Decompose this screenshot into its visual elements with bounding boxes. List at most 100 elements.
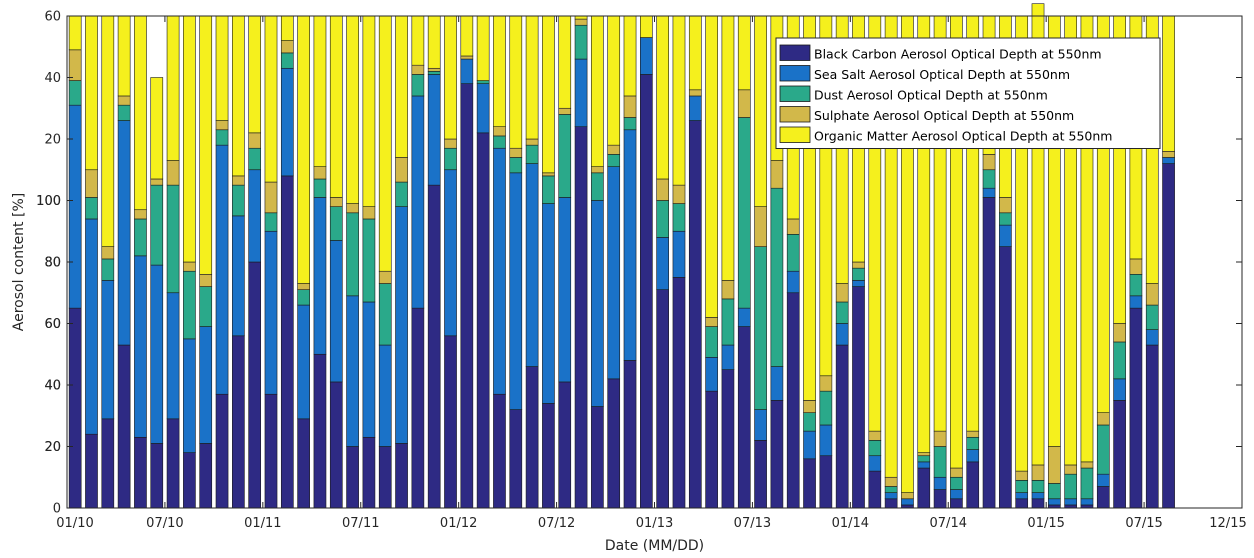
bar-segment-s3-34: [623, 95, 637, 118]
x-tick-label: 01/13: [636, 516, 673, 531]
bar-segment-s3-2: [101, 246, 115, 260]
bar-segment-s4-1: [85, 15, 98, 171]
bar-segment-s1-3: [117, 120, 131, 346]
bar-segment-s4-34: [623, 15, 637, 97]
bar-segment-s1-38: [688, 95, 702, 121]
bar-segment-s1-18: [362, 301, 376, 438]
bar-segment-s1-62: [1080, 498, 1094, 506]
x-tick-label: 07/11: [342, 516, 379, 531]
x-tick-label: 01/14: [832, 516, 869, 531]
bar-segment-s1-61: [1064, 498, 1077, 506]
y-tick-label: 60: [44, 10, 61, 25]
bar-segment-s2-36: [656, 200, 669, 238]
bar-segment-s2-50: [884, 486, 898, 493]
bar-segment-s1-52: [917, 461, 931, 469]
bar-segment-s3-64: [1113, 323, 1126, 343]
bar-segment-s1-59: [1031, 492, 1045, 500]
bar-segment-s4-15: [313, 15, 327, 167]
bar-segment-s0-21: [411, 307, 425, 509]
bar-segment-s1-29: [542, 203, 555, 404]
bar-segment-s2-27: [509, 157, 523, 174]
bar-segment-s1-2: [101, 280, 115, 420]
bar-segment-s2-18: [362, 218, 376, 303]
bar-segment-s3-12: [264, 181, 278, 214]
bar-segment-s0-66: [1145, 344, 1159, 509]
bar-segment-s4-67: [1162, 15, 1175, 152]
bar-segment-s2-32: [591, 172, 604, 201]
x-tick-label: 01/10: [56, 516, 93, 531]
bar-segment-s3-8: [199, 273, 213, 287]
bar-segment-s0-40: [721, 369, 735, 509]
bar-segment-s2-25: [476, 80, 490, 84]
bar-segment-s4-13: [280, 15, 294, 41]
bar-segment-s3-43: [770, 160, 784, 189]
x-tick-label: 01/11: [244, 516, 281, 531]
bar-segment-s1-48: [852, 280, 865, 287]
bar-segment-s0-4: [134, 436, 147, 509]
bar-segment-s2-20: [395, 181, 408, 207]
bar-segment-s4-30: [558, 15, 572, 109]
bar-segment-s0-53: [933, 489, 947, 509]
bar-segment-s2-62: [1080, 467, 1094, 500]
bar-segment-s3-6: [166, 160, 180, 186]
bar-segment-s2-33: [607, 154, 621, 167]
bar-segment-s4-10: [232, 15, 245, 177]
bar-segment-s4-36: [656, 15, 669, 180]
bar-segment-s0-6: [166, 418, 180, 509]
bar-segment-s1-56: [982, 187, 996, 198]
bar-segment-s0-48: [852, 286, 865, 509]
bar-segment-s1-53: [933, 476, 947, 490]
bar-segment-s3-57: [999, 197, 1012, 214]
bar-segment-s2-40: [721, 298, 735, 346]
bar-segment-s0-38: [688, 120, 702, 509]
bar-segment-s0-58: [1015, 498, 1029, 509]
bar-segment-s2-17: [346, 212, 359, 297]
bar-segment-s2-52: [917, 455, 931, 463]
bar-segment-s4-22: [427, 15, 441, 69]
bar-segment-s1-60: [1047, 498, 1061, 506]
bar-segment-s0-0: [68, 307, 82, 509]
bar-segment-s1-27: [509, 172, 523, 410]
bar-segment-s1-43: [770, 366, 784, 401]
bar-segment-s4-20: [395, 15, 408, 158]
bar-segment-s0-59: [1031, 498, 1045, 509]
bar-segment-s3-27: [509, 147, 523, 158]
bar-segment-s2-3: [117, 104, 131, 121]
bar-segment-s3-26: [493, 126, 506, 137]
bar-segment-s0-16: [329, 381, 343, 509]
bar-segment-s2-22: [427, 71, 441, 75]
bar-segment-s3-62: [1080, 461, 1094, 469]
bar-segment-s0-37: [672, 277, 686, 509]
bar-segment-s3-9: [215, 120, 229, 131]
bar-segment-s1-24: [460, 58, 474, 84]
bar-segment-s1-12: [264, 230, 278, 395]
x-tick-label: 01/15: [1027, 516, 1064, 531]
bar-segment-s1-16: [329, 240, 343, 383]
bar-segment-s0-36: [656, 289, 669, 509]
bar-segment-s3-50: [884, 476, 898, 487]
bar-segment-s4-7: [183, 15, 196, 263]
bar-segment-s2-10: [232, 184, 245, 217]
bar-segment-s1-21: [411, 95, 425, 309]
bar-segment-s2-5: [150, 184, 164, 266]
bar-segment-s0-18: [362, 436, 376, 509]
bar-segment-s0-56: [982, 197, 996, 509]
bar-segment-s0-39: [705, 390, 718, 509]
bar-segment-s0-28: [525, 366, 539, 509]
bar-segment-s4-3: [117, 15, 131, 97]
bar-segment-s3-37: [672, 184, 686, 204]
bar-segment-s4-40: [721, 15, 735, 281]
bar-segment-s0-34: [623, 360, 637, 509]
bar-segment-s3-45: [803, 400, 816, 413]
bar-segment-s2-56: [982, 169, 996, 189]
bar-segment-s3-59: [1031, 464, 1045, 481]
bar-segment-s0-5: [150, 443, 164, 509]
legend-swatch: [779, 106, 811, 123]
bar-segment-s1-36: [656, 237, 669, 290]
bar-segment-s1-39: [705, 357, 718, 392]
bar-segment-s0-25: [476, 132, 490, 509]
bar-segment-s4-14: [297, 15, 310, 284]
y-tick-label: 20: [44, 440, 61, 455]
bar-segment-s0-65: [1129, 307, 1143, 509]
x-axis-label: Date (MM/DD): [605, 538, 704, 554]
